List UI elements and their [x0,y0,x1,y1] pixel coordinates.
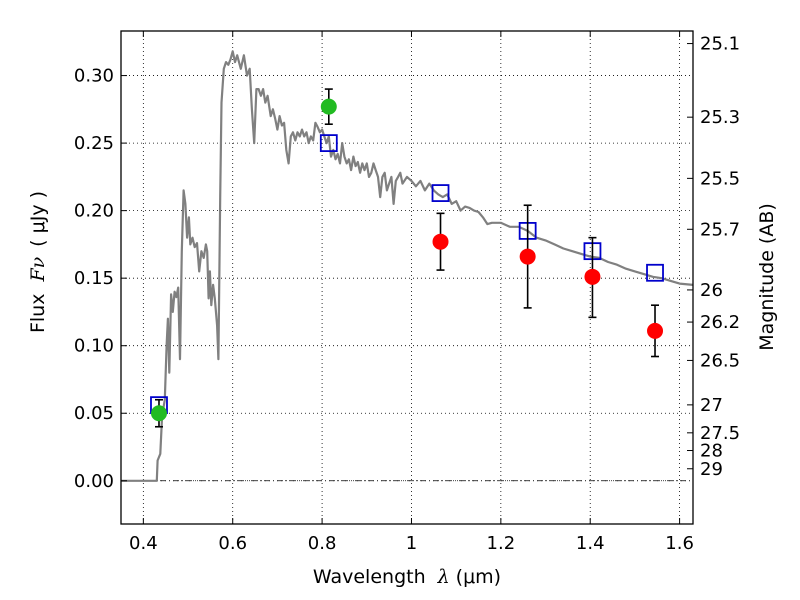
observed-point-marker [647,322,664,339]
x-axis-unit: (μm) [456,566,501,588]
observed-point-marker [150,405,167,422]
x-tick-label: 1.6 [665,533,694,554]
observed-point-marker [320,98,337,115]
y2-tick-label: 25.5 [700,168,740,189]
y-axis-label: Flux Fν ( μJy ) [27,191,49,333]
plot-frame [120,30,694,525]
grid [121,31,693,524]
model-point-marker [646,263,664,282]
y2-axis-label: Magnitude (AB) [756,203,778,351]
y-tick-label: 0.00 [74,471,114,492]
y2-tick-label: 29 [700,459,723,480]
x-tick-label: 1.4 [576,533,605,554]
spectrum-line [121,50,694,482]
x-axis-label: Wavelength λ (μm) [313,566,501,588]
y-tick-label: 0.20 [74,201,114,222]
y-tick-label: 0.10 [74,336,114,357]
y2-tick-label: 25.7 [700,219,740,240]
y2-tick-label: 25.1 [700,34,740,55]
y2-tick-label: 27 [700,395,723,416]
y2-tick-label: 26.2 [700,312,740,333]
x-axis-symbol: λ [437,566,450,588]
y2-tick-label: 25.3 [700,107,740,128]
observed-point-marker [432,233,449,250]
y-tick-label: 0.25 [74,133,114,154]
y2-tick-label: 28 [700,441,723,462]
y-axis-label-prefix: Flux [27,294,49,334]
y2-tick-label: 27.5 [700,423,740,444]
y2-tick-label: 26.5 [700,350,740,371]
observed-point-marker [584,268,601,285]
y-tick-label: 0.05 [74,403,114,424]
plot-area [121,50,694,482]
y-axis-unit: ( μJy ) [27,191,49,247]
y2-tick-label: 26 [700,280,723,301]
x-tick-label: 0.8 [308,533,337,554]
x-tick-label: 1.2 [487,533,516,554]
y-tick-label: 0.15 [74,268,114,289]
y-tick-label: 0.30 [74,66,114,87]
ticks: 0.4 0.6 0.8 1 1.2 1.4 1.6 0.00 0.05 0.10 0.15 0.20 0… [74,31,740,554]
observed-point-marker [519,248,536,265]
x-tick-label: 0.4 [129,533,158,554]
x-tick-label: 0.6 [218,533,247,554]
x-axis-label-prefix: Wavelength [313,566,426,588]
model-point-marker [319,134,338,153]
y-axis-symbol: Fν [27,256,49,282]
model-point-marker [431,184,450,202]
x-tick-label: 1 [406,533,417,554]
